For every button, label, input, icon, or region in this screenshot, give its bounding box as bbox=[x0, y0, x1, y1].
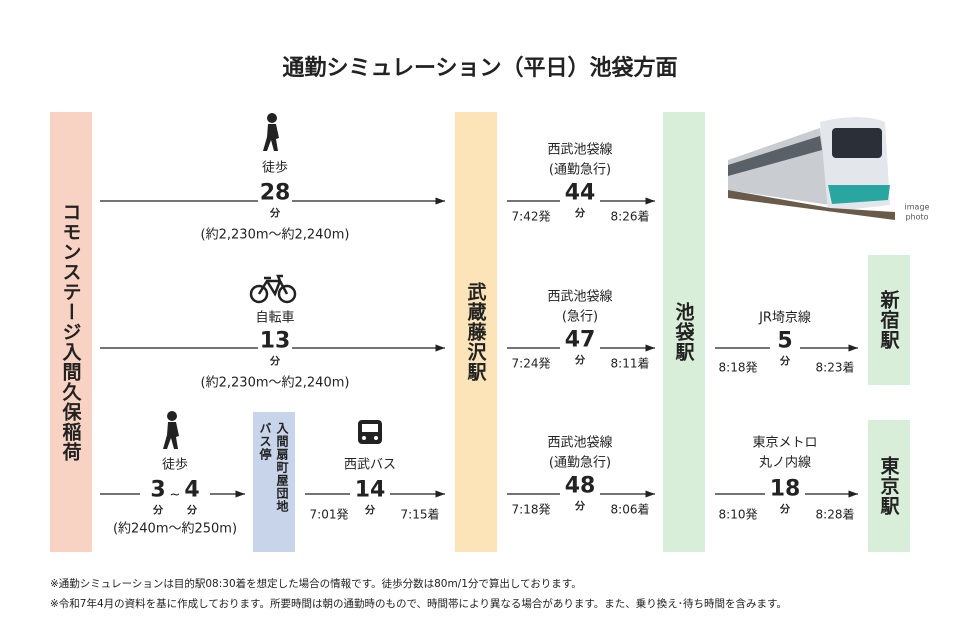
minutes: 47 bbox=[564, 327, 596, 353]
line-name: JR埼京線 bbox=[759, 310, 811, 326]
bike-icon bbox=[249, 274, 297, 304]
station-box: 東京駅 bbox=[868, 420, 910, 552]
mode-label: 徒歩 bbox=[261, 160, 289, 176]
station-label: 新宿駅 bbox=[877, 290, 900, 350]
unit: 分 bbox=[187, 505, 197, 517]
minutes: 4 bbox=[184, 477, 200, 503]
minutes: 28 bbox=[259, 180, 291, 206]
minutes: 18 bbox=[769, 476, 801, 502]
unit: 分 bbox=[780, 504, 790, 516]
minutes: 44 bbox=[564, 180, 596, 206]
station-box: 新宿駅 bbox=[868, 255, 910, 385]
depart: 7:18発 bbox=[511, 502, 551, 517]
arrive: 8:26着 bbox=[610, 209, 650, 224]
mode-label: 徒歩 bbox=[161, 457, 189, 473]
minutes: 3 bbox=[150, 477, 166, 503]
arrive: 8:28着 bbox=[815, 507, 855, 522]
train-kind: (通勤急行) bbox=[548, 455, 612, 471]
unit: 分 bbox=[270, 208, 280, 220]
walk-icon bbox=[263, 113, 279, 151]
distance: (約240m～約250m) bbox=[112, 521, 238, 537]
distance: (約2,230m～約2,240m) bbox=[200, 227, 350, 243]
bus-stop-label: バス停 bbox=[258, 422, 272, 461]
station-label: コモンステージ入間久保稲荷 bbox=[59, 202, 82, 462]
depart: 7:42発 bbox=[511, 209, 551, 224]
minutes: 48 bbox=[564, 473, 596, 499]
arrive: 8:23着 bbox=[815, 360, 855, 375]
station-label: 武蔵藤沢駅 bbox=[464, 282, 487, 382]
image-note: photo bbox=[905, 212, 929, 222]
train-kind: (急行) bbox=[561, 309, 599, 325]
station-label: 池袋駅 bbox=[672, 302, 695, 362]
bus-stop-box: 入間扇町屋団地 バス停 bbox=[253, 412, 295, 552]
footnote: ※令和7年4月の資料を基に作成しております。所要時間は朝の通勤時のもので、時間帯… bbox=[50, 598, 787, 610]
distance: (約2,230m～約2,240m) bbox=[200, 375, 350, 391]
arrive: 7:15着 bbox=[400, 507, 440, 522]
line-name: 西武池袋線 bbox=[547, 289, 613, 305]
arrive: 8:11着 bbox=[610, 356, 650, 371]
arrive: 8:06着 bbox=[610, 502, 650, 517]
station-label: 東京駅 bbox=[877, 456, 900, 516]
bus-stop-label: 入間扇町屋団地 bbox=[275, 422, 289, 513]
line-name: 西武池袋線 bbox=[547, 435, 613, 451]
footnote: ※通勤シミュレーションは目的駅08:30着を想定した場合の情報です。徒歩分数は8… bbox=[50, 578, 582, 590]
line-name: 丸ノ内線 bbox=[758, 455, 812, 471]
depart: 7:01発 bbox=[309, 507, 349, 522]
depart: 8:18発 bbox=[718, 360, 758, 375]
mode-label: 西武バス bbox=[343, 457, 397, 473]
minutes: 13 bbox=[259, 328, 291, 354]
unit: 分 bbox=[575, 501, 585, 513]
bus-icon bbox=[358, 420, 382, 444]
depart: 8:10発 bbox=[718, 507, 758, 522]
line-name: 東京メトロ bbox=[752, 435, 818, 451]
station-box: 池袋駅 bbox=[663, 112, 705, 552]
minutes: 5 bbox=[777, 328, 793, 354]
title: 通勤シミュレーション（平日）池袋方面 bbox=[282, 56, 678, 81]
arrows bbox=[100, 197, 858, 498]
minutes: 14 bbox=[354, 477, 386, 503]
depart: 7:24発 bbox=[511, 356, 551, 371]
unit: 分 bbox=[270, 356, 280, 368]
train-photo bbox=[728, 117, 895, 220]
walk-icon bbox=[163, 411, 179, 449]
station-box: 武蔵藤沢駅 bbox=[455, 112, 497, 552]
mode-label: 自転車 bbox=[255, 310, 295, 326]
origin-box: コモンステージ入間久保稲荷 bbox=[50, 112, 92, 552]
line-name: 西武池袋線 bbox=[547, 142, 613, 158]
image-note: image bbox=[904, 202, 930, 212]
unit: 分 bbox=[575, 355, 585, 367]
unit: 分 bbox=[365, 505, 375, 517]
unit: 分 bbox=[575, 208, 585, 220]
unit: 分 bbox=[780, 356, 790, 368]
unit: 分 bbox=[153, 505, 163, 517]
train-kind: (通勤急行) bbox=[548, 162, 612, 178]
separator: ~ bbox=[169, 487, 181, 503]
